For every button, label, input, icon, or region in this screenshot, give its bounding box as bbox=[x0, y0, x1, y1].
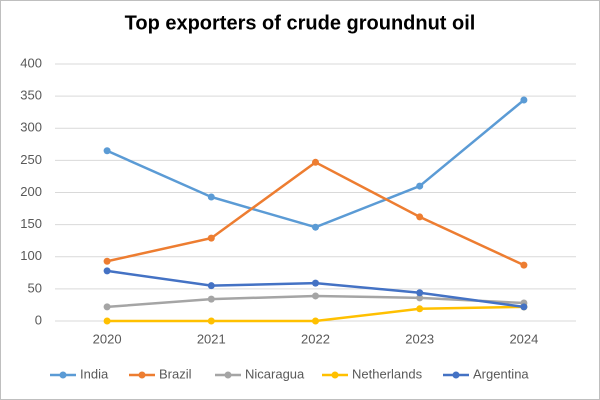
legend-marker bbox=[224, 371, 232, 379]
data-point bbox=[312, 158, 319, 166]
x-tick-label: 2023 bbox=[405, 331, 434, 346]
legend-label: Nicaragua bbox=[245, 366, 305, 381]
data-point bbox=[416, 294, 424, 302]
legend-marker bbox=[59, 371, 67, 379]
legend-marker bbox=[452, 371, 460, 379]
x-tick-label: 2024 bbox=[509, 331, 538, 346]
data-point bbox=[416, 182, 424, 190]
data-point bbox=[207, 282, 215, 290]
data-point bbox=[207, 317, 215, 325]
legend-label: Netherlands bbox=[352, 366, 423, 381]
data-point bbox=[520, 303, 528, 311]
chart-title: Top exporters of crude groundnut oil bbox=[125, 12, 476, 34]
data-point bbox=[207, 295, 215, 303]
legend-label: Argentina bbox=[473, 366, 529, 381]
legend-label: India bbox=[80, 366, 109, 381]
data-point bbox=[103, 267, 111, 275]
data-point bbox=[416, 305, 424, 313]
legend-label: Brazil bbox=[159, 366, 192, 381]
y-tick-label: 0 bbox=[35, 312, 42, 327]
y-tick-label: 200 bbox=[20, 184, 42, 199]
data-point bbox=[520, 96, 528, 104]
data-point bbox=[312, 279, 319, 287]
data-point bbox=[103, 257, 111, 265]
legend-marker bbox=[138, 371, 146, 379]
y-tick-label: 250 bbox=[20, 152, 42, 167]
x-tick-label: 2022 bbox=[301, 331, 330, 346]
data-point bbox=[207, 234, 215, 242]
data-point bbox=[207, 193, 215, 201]
legend-marker bbox=[331, 371, 339, 379]
data-point bbox=[312, 292, 319, 300]
data-point bbox=[520, 261, 528, 269]
x-tick-label: 2020 bbox=[93, 331, 122, 346]
data-point bbox=[103, 303, 111, 311]
y-tick-label: 50 bbox=[28, 280, 42, 295]
y-tick-label: 350 bbox=[20, 88, 42, 103]
data-point bbox=[103, 147, 111, 155]
y-tick-label: 300 bbox=[20, 120, 42, 135]
y-tick-label: 100 bbox=[20, 248, 42, 263]
data-point bbox=[416, 289, 424, 297]
y-tick-label: 150 bbox=[20, 216, 42, 231]
y-tick-label: 400 bbox=[20, 55, 42, 70]
data-point bbox=[103, 317, 111, 325]
data-point bbox=[312, 223, 319, 231]
data-point bbox=[416, 213, 424, 221]
x-tick-label: 2021 bbox=[197, 331, 226, 346]
data-point bbox=[312, 317, 319, 325]
